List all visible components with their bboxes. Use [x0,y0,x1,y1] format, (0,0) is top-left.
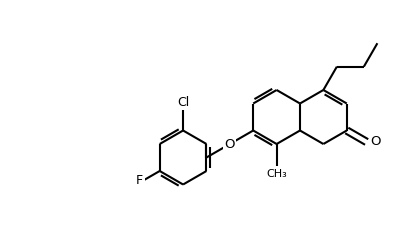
Text: O: O [371,136,381,148]
Text: CH₃: CH₃ [266,169,287,179]
Text: F: F [136,174,143,187]
Text: O: O [225,138,235,150]
Text: Cl: Cl [177,96,189,109]
